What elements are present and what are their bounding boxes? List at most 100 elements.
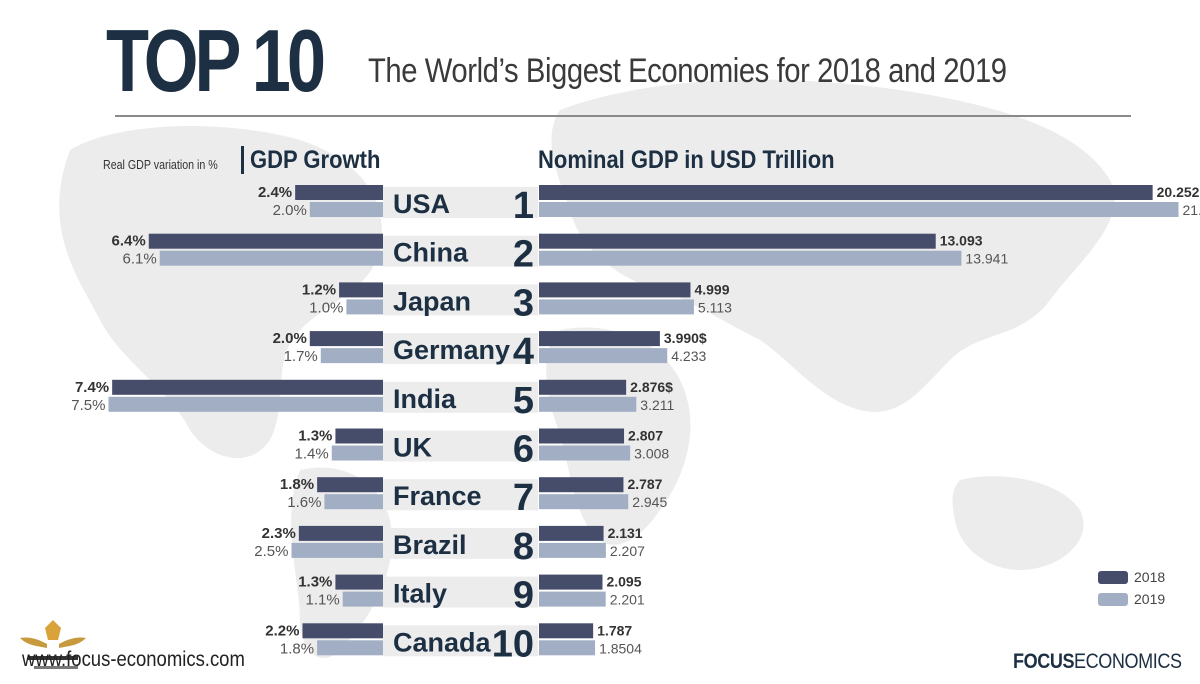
gdp-label-2019-usa: 21.105 [1182,202,1200,218]
growth-bar-2018-germany [309,331,383,347]
brand-logo: FOCUSECONOMICS [1013,650,1182,674]
rank-label-france: 7 [513,477,534,519]
country-label-brazil: Brazil [393,530,467,560]
growth-label-2019-china: 6.1% [123,251,157,268]
gdp-label-2018-india: 2.876$ [630,379,673,395]
gdp-bar-2019-india [539,396,637,412]
gdp-bar-2018-china [539,233,936,249]
rank-label-canada: 10 [492,623,534,665]
country-band-italy [383,576,538,608]
country-band-france [383,479,538,511]
gdp-bar-2018-japan [539,282,691,298]
gdp-bar-2018-canada [539,623,594,639]
gdp-label-2019-brazil: 2.207 [610,543,645,559]
growth-bar-2018-china [148,233,383,249]
growth-label-2019-brazil: 2.5% [254,543,288,560]
growth-caption: Real GDP variation in % [103,157,218,172]
gdp-label-2018-italy: 2.095 [606,574,641,590]
rank-label-china: 2 [513,234,534,276]
gdp-label-2018-germany: 3.990$ [664,330,707,346]
growth-label-2018-uk: 1.3% [298,428,332,445]
gdp-label-2018-france: 2.787 [627,476,662,492]
country-band-uk [383,430,538,462]
rank-label-germany: 4 [513,331,534,373]
gdp-panel-title: Nominal GDP in USD Trillion [538,146,835,174]
country-label-germany: Germany [393,335,510,365]
gdp-bar-2018-italy [539,574,603,590]
legend-item-2018: 2018 [1098,566,1165,588]
rank-label-japan: 3 [513,282,534,324]
gdp-bar-2019-uk [539,445,631,461]
gdp-bar-2019-france [539,494,629,510]
gdp-bar-2018-usa [539,185,1153,200]
country-label-uk: UK [393,433,432,463]
country-label-japan: Japan [393,286,471,316]
brand-rest: ECONOMICS [1074,650,1182,673]
growth-label-2019-italy: 1.1% [306,592,340,609]
gdp-bar-2018-india [539,379,627,395]
gdp-label-2018-china: 13.093 [940,233,983,249]
gdp-bar-2018-france [539,477,624,493]
country-band-usa [383,187,538,218]
main-title: TOP 10 [106,11,326,110]
growth-label-2019-japan: 1.0% [309,299,343,316]
growth-label-2018-japan: 1.2% [302,281,336,298]
growth-label-2019-germany: 1.7% [284,348,318,365]
growth-bar-2019-canada [317,640,383,656]
legend-label-2019: 2019 [1134,591,1166,607]
gdp-bar-2019-germany [539,348,668,364]
growth-label-2019-india: 7.5% [71,397,105,414]
growth-bar-2019-india [108,396,383,412]
gdp-bar-2019-japan [539,299,694,315]
growth-bar-2018-japan [339,282,383,298]
growth-label-2018-india: 7.4% [75,379,109,396]
growth-bar-2019-france [324,494,383,510]
growth-label-2018-germany: 2.0% [273,330,307,347]
growth-label-2018-france: 1.8% [280,476,314,493]
gdp-bar-2019-canada [539,640,596,656]
gdp-label-2019-france: 2.945 [632,494,667,510]
gdp-label-2019-italy: 2.201 [610,592,645,608]
gdp-bar-2019-brazil [539,542,606,558]
growth-label-2019-france: 1.6% [287,494,321,511]
gdp-bar-2019-italy [539,591,606,607]
growth-bar-2018-india [112,379,383,395]
growth-title-divider [241,146,244,174]
growth-bar-2018-brazil [298,525,383,541]
growth-label-2018-china: 6.4% [112,233,146,250]
rank-label-italy: 9 [513,575,534,617]
growth-bar-2019-germany [320,348,383,364]
legend: 2018 2019 [1098,566,1165,610]
country-band-germany [383,333,538,365]
gdp-label-2018-brazil: 2.131 [608,525,643,541]
footer-url[interactable]: www.focus-economics.com [22,648,245,671]
legend-swatch-2018 [1098,570,1128,584]
rank-label-brazil: 8 [513,526,534,568]
watermark-seal-logo [20,620,86,669]
growth-bar-2018-france [317,477,383,493]
growth-bar-2019-usa [309,202,383,217]
header-divider [115,115,1131,117]
growth-bar-2019-japan [346,299,383,315]
country-band-china [383,235,538,267]
gdp-label-2018-usa: 20.252 [1157,184,1200,200]
gdp-label-2019-germany: 4.233 [671,348,706,364]
gdp-label-2019-canada: 1.8504 [599,640,642,656]
legend-item-2019: 2019 [1098,588,1165,610]
growth-bar-2019-brazil [291,542,383,558]
country-label-india: India [393,384,457,414]
subtitle: The World’s Biggest Economies for 2018 a… [368,52,1007,90]
country-label-usa: USA [393,189,450,219]
growth-bar-2019-uk [331,445,383,461]
gdp-label-2019-china: 13.941 [965,251,1008,267]
gdp-label-2019-uk: 3.008 [634,446,669,462]
rank-label-usa: 1 [513,185,534,227]
growth-label-2019-canada: 1.8% [280,640,314,657]
growth-bar-2019-china [159,250,383,266]
country-band-india [383,381,538,413]
growth-label-2019-uk: 1.4% [295,446,329,463]
growth-label-2018-italy: 1.3% [298,574,332,591]
legend-label-2018: 2018 [1134,569,1166,585]
country-label-italy: Italy [393,579,447,609]
